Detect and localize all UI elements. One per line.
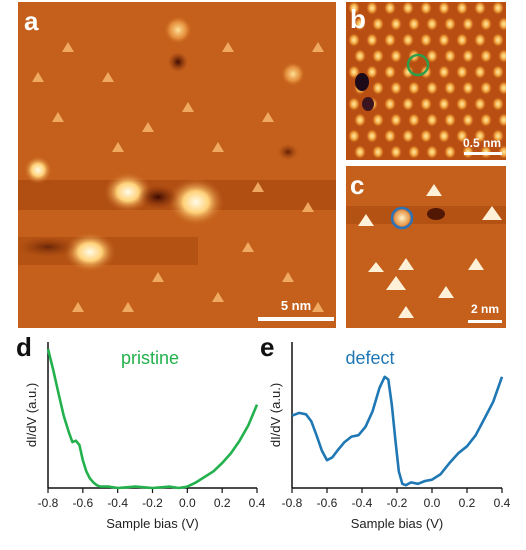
x-tick-label: -0.8 [38,496,59,510]
x-tick-label: 0.4 [494,496,511,510]
x-tick-label: 0.0 [424,496,441,510]
stm-image-c: 2 nm [346,166,506,328]
x-tick-label: 0.4 [249,496,266,510]
x-tick-label: -0.4 [107,496,128,510]
x-axis-label: Sample bias (V) [106,516,198,531]
y-axis-label: dI/dV (a.u.) [24,383,39,447]
x-tick-label: -0.6 [72,496,93,510]
scale-bar-c-label: 2 nm [471,302,499,316]
marker-circle-c [390,206,414,230]
panel-label-b: b [350,4,366,34]
panel-label-c: c [350,170,365,200]
chart-e-svg: -0.8 -0.6 -0.4 -0.2 0.0 0.2 0.4 Sample bias (V)… [268,342,511,531]
x-tick-label: -0.6 [317,496,338,510]
x-tick-label: 0.2 [214,496,231,510]
chart-e: -0.8 -0.6 -0.4 -0.2 0.0 0.2 0.4 Sample bias (V)… [262,330,526,550]
dark-vacancies-b [355,73,374,111]
scale-bar-c [468,320,502,323]
stm-image-c-svg: 2 nm [346,166,506,328]
x-axis-label: Sample bias (V) [351,516,443,531]
scale-bar-a [258,317,334,321]
scale-bar-a-label: 5 nm [281,298,311,313]
panel-label-e: e [260,332,275,362]
panel-label-d: d [16,332,32,362]
x-tick-label: 0.0 [179,496,196,510]
x-tick-label: -0.2 [142,496,163,510]
x-tick-label: -0.4 [352,496,373,510]
x-tick-label: -0.2 [387,496,408,510]
chart-d-svg: -0.8 -0.6 -0.4 -0.2 0.0 0.2 0.4 Sample bias (V)… [24,342,266,531]
series-label-defect: defect [345,348,394,368]
stm-image-a-svg: 5 nm [18,2,336,328]
series-line-defect [291,375,504,487]
series-line-pristine [46,348,259,490]
panel-label-a: a [24,6,39,36]
x-tick-label: -0.8 [282,496,303,510]
scale-bar-b-label: 0.5 nm [463,136,501,150]
stm-image-b: 0.5 nm [346,2,506,160]
x-tick-label: 0.2 [459,496,476,510]
stm-image-a: 5 nm [18,2,336,328]
chart-d: -0.8 -0.6 -0.4 -0.2 0.0 0.2 0.4 Sample bias (V)… [0,330,268,550]
scale-bar-b [464,152,502,155]
stm-image-b-svg: 0.5 nm [346,2,506,160]
series-label-pristine: pristine [121,348,179,368]
marker-circle-b [406,53,430,77]
y-axis-label: dI/dV (a.u.) [268,383,283,447]
